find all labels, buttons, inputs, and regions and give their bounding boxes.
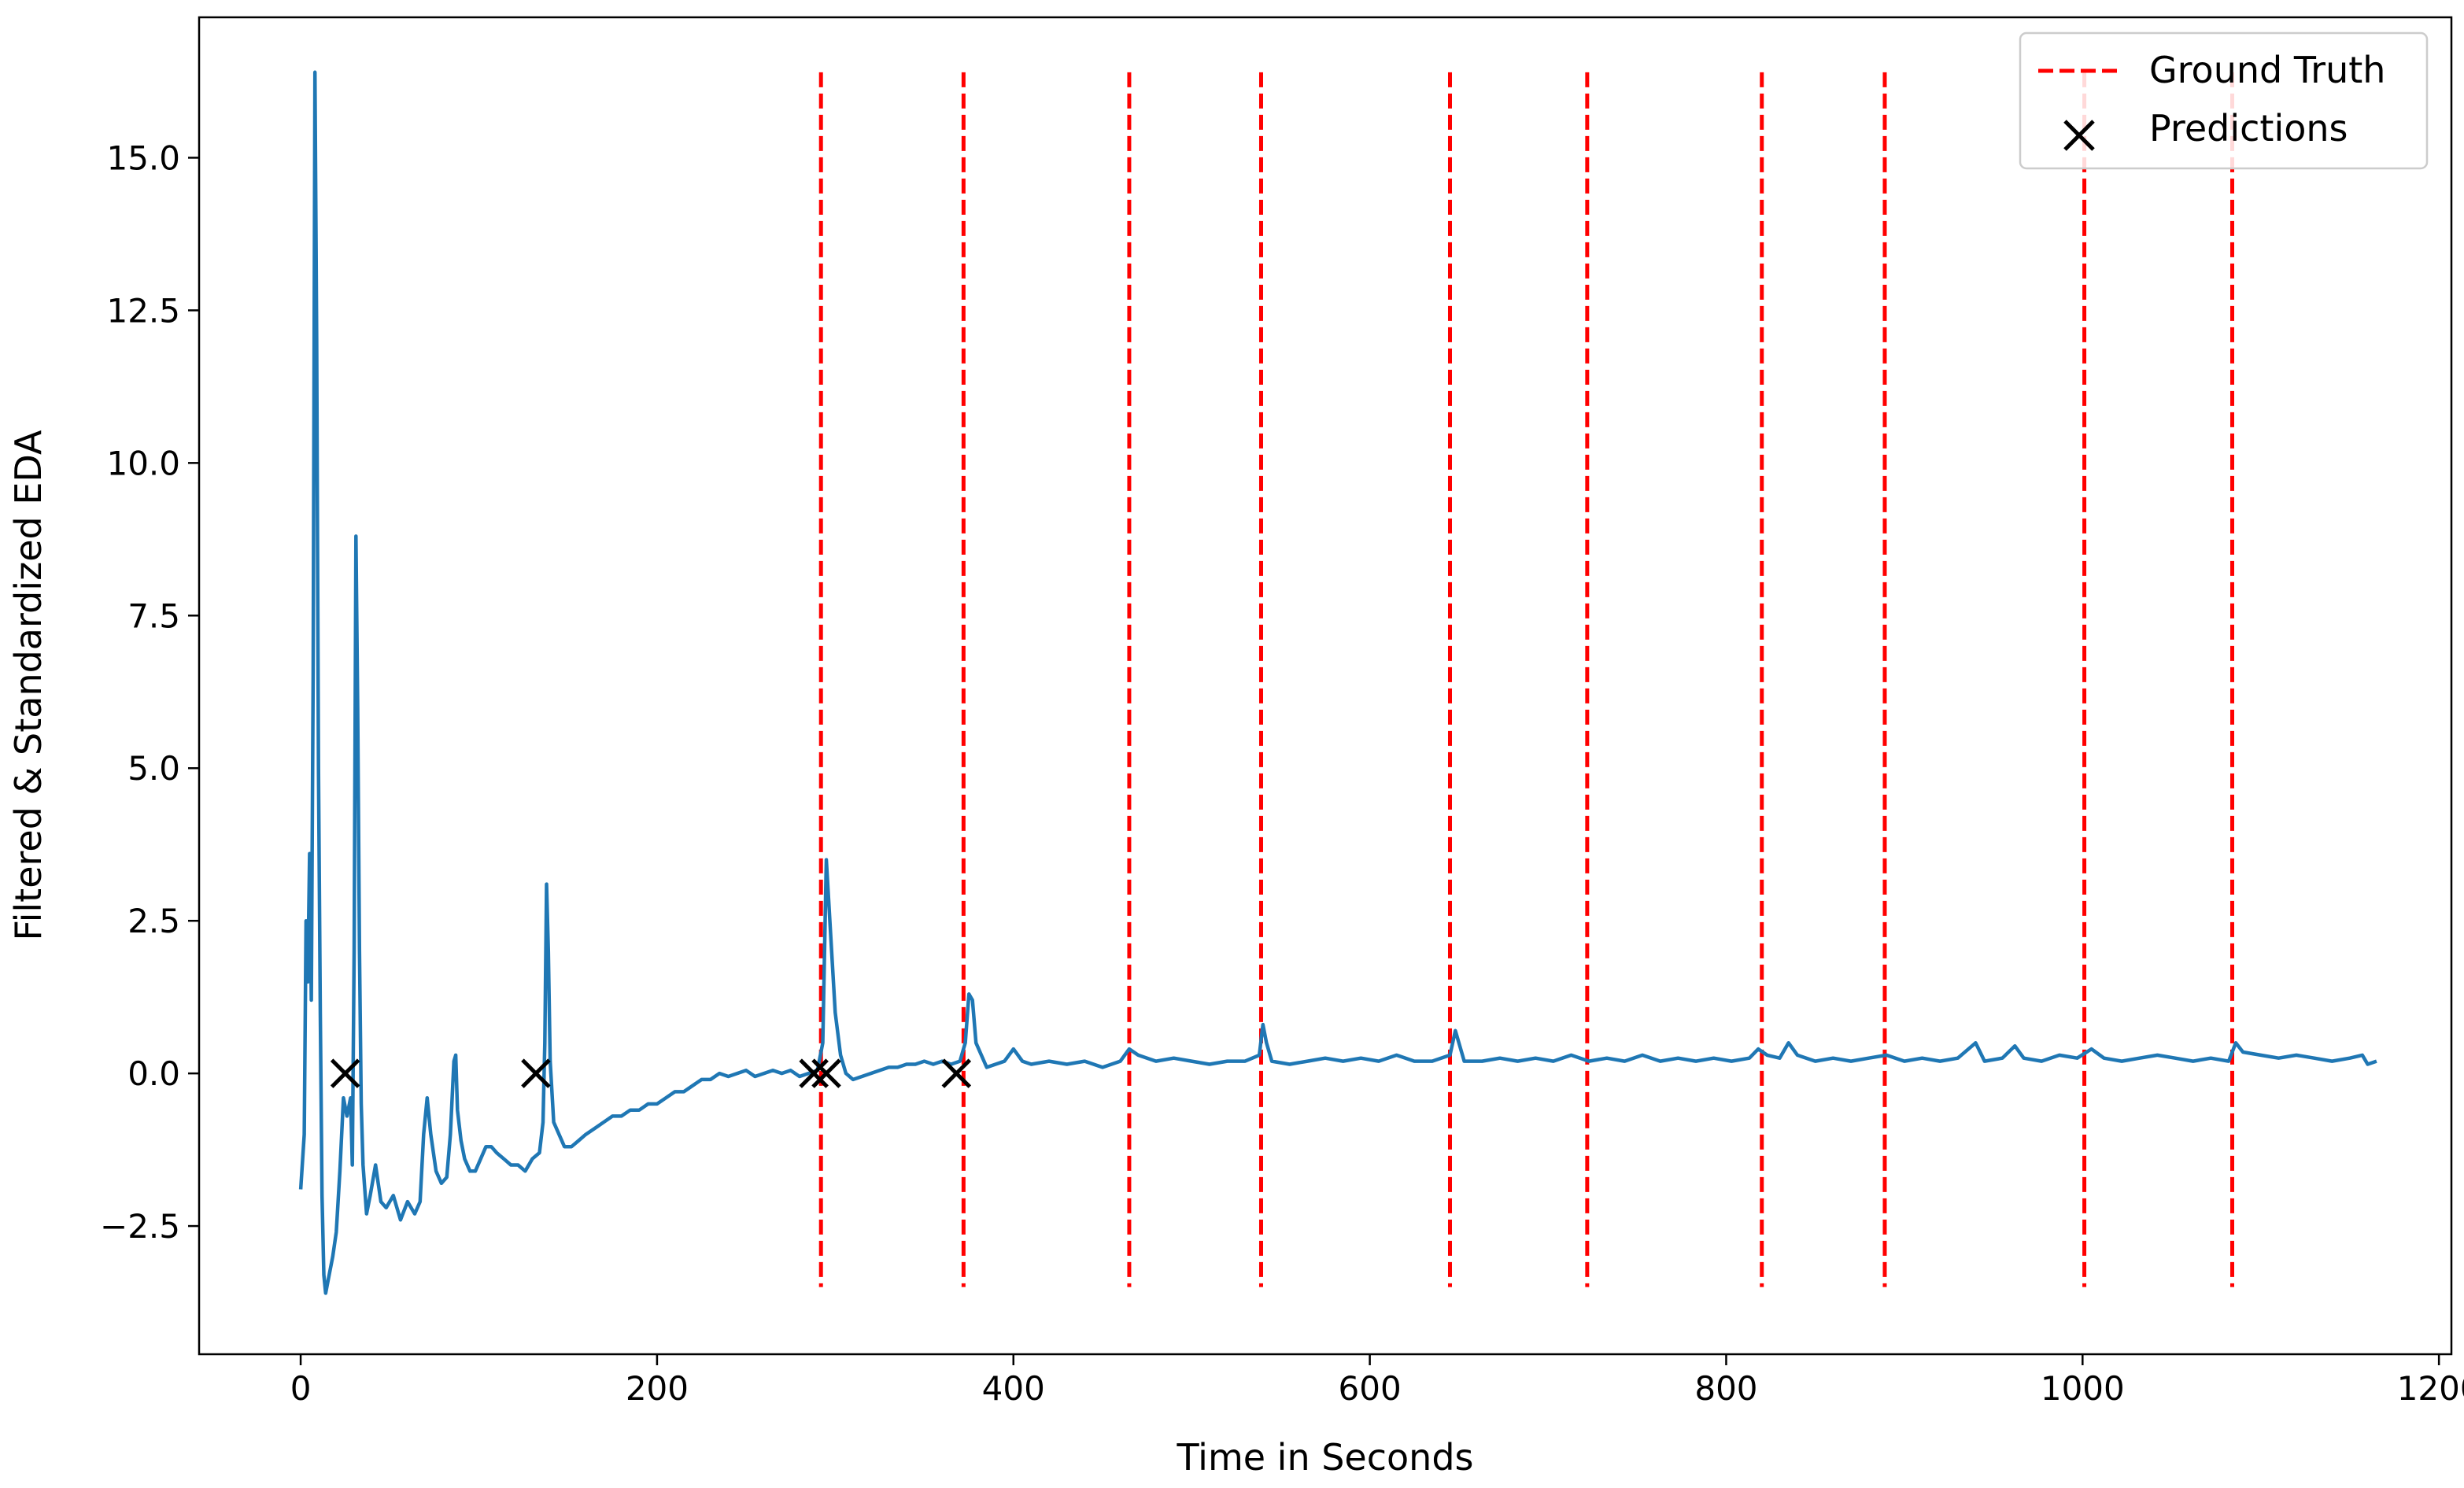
- y-tick-label: 7.5: [127, 596, 180, 635]
- prediction-marker-2: [799, 1058, 829, 1088]
- legend-predictions-label: Predictions: [2149, 107, 2348, 150]
- x-tick-label: 800: [1694, 1369, 1757, 1408]
- prediction-marker-1: [521, 1058, 551, 1088]
- x-tick-label: 400: [982, 1369, 1045, 1408]
- x-tick-label: 200: [626, 1369, 689, 1408]
- prediction-marker-4: [941, 1058, 972, 1088]
- y-tick-label: 10.0: [106, 444, 180, 482]
- x-tick-label: 1000: [2041, 1369, 2125, 1408]
- x-tick-label: 1200: [2397, 1369, 2464, 1408]
- legend-ground-truth-label: Ground Truth: [2149, 49, 2385, 91]
- prediction-marker-3: [811, 1058, 841, 1088]
- prediction-marker-0: [330, 1058, 360, 1088]
- x-axis-ticks: 0 200 400 600 800 1000 1200: [290, 1354, 2464, 1408]
- legend-box: [2019, 31, 2429, 170]
- y-tick-label: 5.0: [127, 749, 180, 788]
- x-tick-label: 600: [1339, 1369, 1402, 1408]
- eda-signal-line: [298, 70, 2377, 1295]
- plot-area: [298, 70, 2377, 1295]
- y-tick-label: 0.0: [127, 1054, 180, 1093]
- legend: Ground Truth Predictions: [2019, 31, 2429, 170]
- y-tick-label: 12.5: [106, 291, 180, 330]
- y-axis-label: Filtered & Standardized EDA: [7, 430, 50, 941]
- y-tick-label: 15.0: [106, 138, 180, 177]
- y-axis-ticks: −2.5 0.0 2.5 5.0 7.5 10.0 12.5 15.0: [100, 138, 199, 1246]
- y-tick-label: −2.5: [100, 1207, 180, 1246]
- axes-frame: [198, 16, 2453, 1356]
- y-tick-label: 2.5: [127, 902, 180, 940]
- x-tick-label: 0: [290, 1369, 312, 1408]
- legend-predictions-marker: [2063, 120, 2095, 151]
- x-axis-label: Time in Seconds: [1176, 1436, 1473, 1479]
